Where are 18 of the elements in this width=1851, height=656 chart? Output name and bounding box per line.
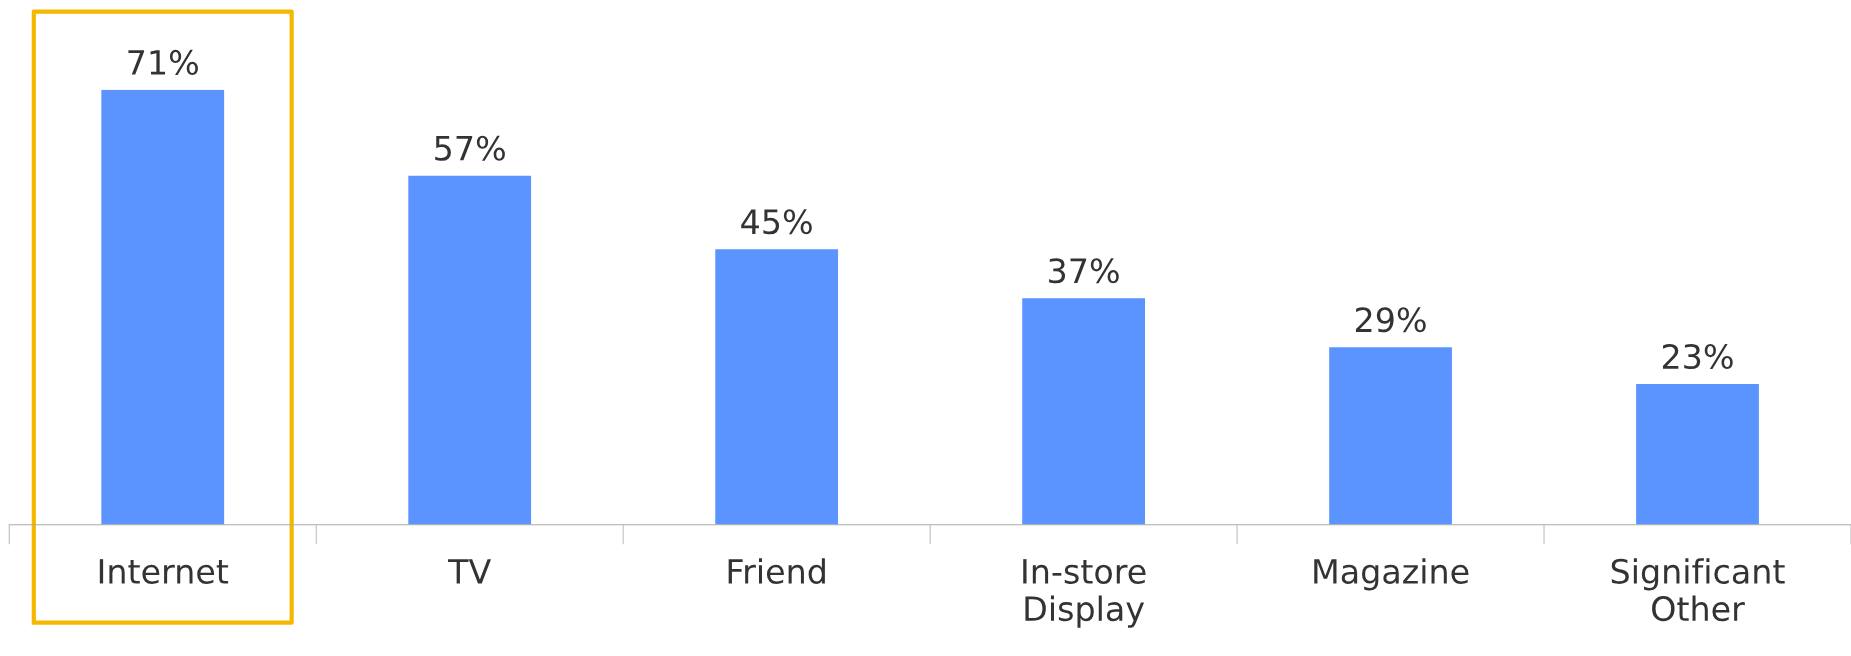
x-tick-label: Magazine (1314, 558, 1469, 591)
x-tick-label: Significant Other (1611, 558, 1785, 622)
data-label: 57% (435, 135, 505, 161)
data-label: 71% (128, 49, 198, 76)
x-tick-label: Friend (728, 558, 825, 584)
bar (1329, 347, 1452, 525)
x-tick-label: Internet (99, 559, 229, 584)
data-label: 23% (1662, 343, 1733, 370)
x-tick-label: In-store Display (1023, 559, 1146, 628)
bar (101, 89, 225, 525)
bar (408, 175, 532, 525)
data-label: 29% (1355, 307, 1426, 333)
data-label: 45% (741, 209, 812, 235)
x-tick-label: TV (448, 559, 491, 584)
data-label: 37% (1049, 258, 1119, 284)
bar (1636, 383, 1759, 525)
bar (715, 249, 839, 525)
bar (1022, 298, 1145, 525)
